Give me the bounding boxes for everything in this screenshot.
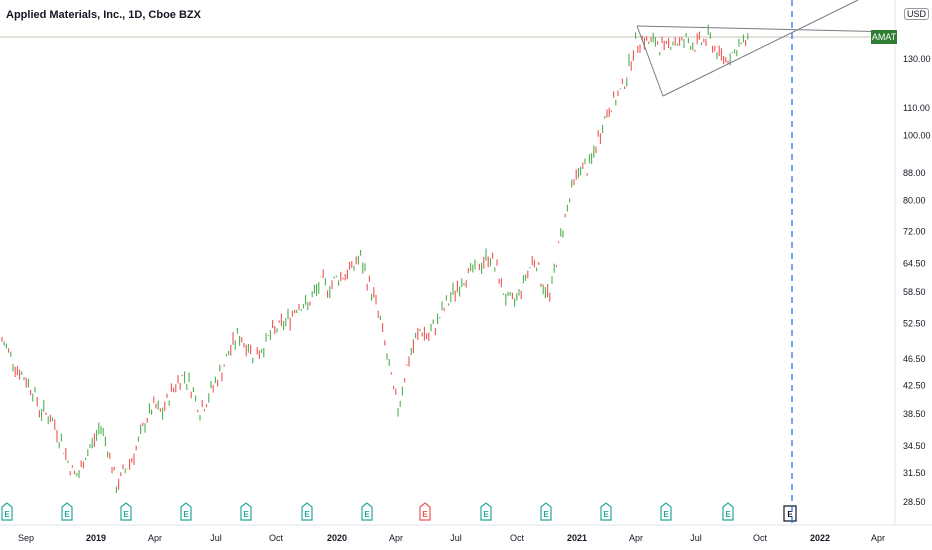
y-tick-label: 58.50 bbox=[903, 287, 926, 297]
earnings-marker-label: E bbox=[64, 510, 70, 519]
ticker-badge: AMAT bbox=[871, 30, 897, 44]
y-tick-label: 46.50 bbox=[903, 354, 926, 364]
y-tick-label: 64.50 bbox=[903, 259, 926, 269]
y-tick-label: 28.50 bbox=[903, 497, 926, 507]
earnings-marker-label: E bbox=[787, 510, 793, 519]
x-tick-label: Apr bbox=[389, 533, 403, 543]
x-axis-ticks: Sep 2019 Apr Jul Oct 2020 Apr Jul Oct 2021 Apr Jul O… bbox=[18, 533, 885, 543]
x-tick-label: 2021 bbox=[567, 533, 587, 543]
earnings-marker[interactable]: E bbox=[361, 502, 373, 521]
x-tick-label: Apr bbox=[629, 533, 643, 543]
y-tick-label: 110.00 bbox=[903, 103, 930, 113]
earnings-marker[interactable]: E bbox=[120, 502, 132, 521]
x-tick-label: 2019 bbox=[86, 533, 106, 543]
earnings-marker-label: E bbox=[543, 510, 549, 519]
earnings-marker-label: E bbox=[483, 510, 489, 519]
y-tick-label: 52.50 bbox=[903, 319, 926, 329]
x-tick-label: Oct bbox=[269, 533, 284, 543]
earnings-marker-label: E bbox=[603, 510, 609, 519]
x-tick-label: Jul bbox=[450, 533, 462, 543]
earnings-marker[interactable]: E bbox=[540, 502, 552, 521]
earnings-marker[interactable]: E bbox=[783, 505, 797, 522]
x-tick-label: Apr bbox=[148, 533, 162, 543]
x-tick-label: Apr bbox=[871, 533, 885, 543]
earnings-marker[interactable]: E bbox=[600, 502, 612, 521]
trendlines bbox=[636, 0, 896, 97]
earnings-marker-label: E bbox=[663, 510, 669, 519]
y-tick-label: 88.00 bbox=[903, 168, 926, 178]
earnings-marker[interactable]: E bbox=[1, 502, 13, 521]
trendline-resistance[interactable] bbox=[636, 25, 896, 33]
y-tick-label: 72.00 bbox=[903, 226, 926, 236]
currency-label[interactable]: USD bbox=[904, 8, 930, 20]
earnings-marker[interactable]: E bbox=[419, 502, 431, 521]
earnings-marker-label: E bbox=[123, 510, 129, 519]
y-tick-label: 31.50 bbox=[903, 468, 926, 478]
y-tick-label: 130.00 bbox=[903, 54, 931, 64]
x-tick-label: Jul bbox=[210, 533, 222, 543]
earnings-marker[interactable]: E bbox=[240, 502, 252, 521]
y-tick-label: 100.00 bbox=[903, 131, 931, 141]
x-tick-label: 2020 bbox=[327, 533, 347, 543]
earnings-marker-label: E bbox=[725, 510, 731, 519]
x-tick-label: Oct bbox=[753, 533, 768, 543]
x-tick-label: 2022 bbox=[810, 533, 830, 543]
x-tick-label: Oct bbox=[510, 533, 525, 543]
earnings-marker[interactable]: E bbox=[180, 502, 192, 521]
earnings-marker-label: E bbox=[243, 510, 249, 519]
chart-title: Applied Materials, Inc., 1D, Cboe BZX bbox=[6, 9, 201, 21]
y-tick-label: 34.50 bbox=[903, 441, 926, 451]
x-tick-label: Jul bbox=[690, 533, 702, 543]
trendline-left-edge[interactable] bbox=[636, 25, 664, 97]
earnings-marker-label: E bbox=[364, 510, 370, 519]
y-axis-ticks: 28.50 31.50 34.50 38.50 42.50 46.50 52.50 58.50… bbox=[903, 54, 931, 507]
trendline-support[interactable] bbox=[662, 0, 859, 97]
earnings-marker-label: E bbox=[4, 510, 10, 519]
earnings-marker-label: E bbox=[183, 510, 189, 519]
earnings-marker[interactable]: E bbox=[660, 502, 672, 521]
y-tick-label: 38.50 bbox=[903, 409, 926, 419]
earnings-marker[interactable]: E bbox=[61, 502, 73, 521]
price-series bbox=[1, 24, 749, 493]
y-tick-label: 80.00 bbox=[903, 196, 926, 206]
earnings-marker-label: E bbox=[304, 510, 310, 519]
y-tick-label: 42.50 bbox=[903, 380, 926, 390]
earnings-marker[interactable]: E bbox=[301, 502, 313, 521]
earnings-marker[interactable]: E bbox=[480, 502, 492, 521]
earnings-marker-label: E bbox=[422, 510, 428, 519]
x-tick-label: Sep bbox=[18, 533, 34, 543]
earnings-marker[interactable]: E bbox=[722, 502, 734, 521]
